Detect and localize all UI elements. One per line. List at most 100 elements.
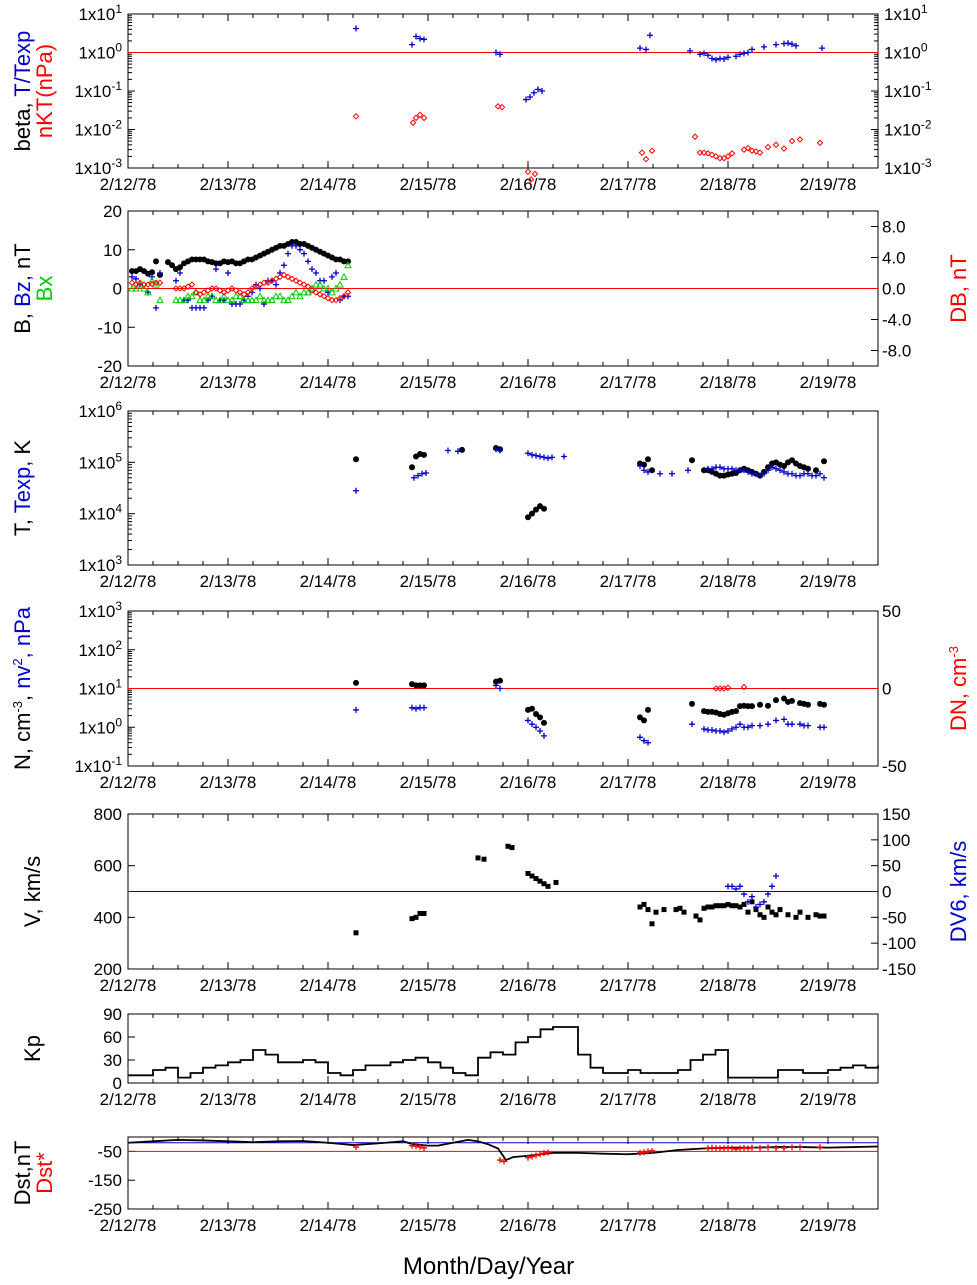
data-point [701, 726, 707, 733]
data-point [761, 898, 767, 905]
data-point [153, 304, 159, 311]
x-tick-label: 2/12/78 [100, 572, 157, 591]
x-tick-label: 2/19/78 [800, 373, 857, 392]
x-tick-label: 2/17/78 [600, 1090, 657, 1109]
y-tick-label: -250 [88, 1200, 122, 1219]
y-tick-label-right: -4.0 [882, 311, 911, 330]
data-point [641, 461, 647, 468]
x-tick-label: 2/18/78 [700, 175, 757, 194]
data-point [200, 289, 208, 296]
data-point [225, 270, 231, 276]
data-point [741, 891, 747, 898]
data-point [685, 467, 691, 474]
data-point [704, 150, 712, 157]
data-point [281, 262, 287, 269]
x-tick-label: 2/14/78 [300, 1090, 357, 1109]
panel-b: 2/12/78 2/13/78 2/14/78 2/15/78 2/16/78 2/17/… [10, 202, 971, 392]
data-point [813, 912, 819, 918]
data-point [411, 474, 417, 481]
data-point [324, 284, 332, 292]
data-point [796, 136, 804, 143]
data-point [493, 446, 499, 453]
data-point [153, 258, 159, 265]
x-tick-label: 2/19/78 [800, 773, 857, 792]
data-point [309, 266, 315, 273]
data-point [700, 149, 708, 156]
data-point [256, 292, 264, 300]
data-point [805, 722, 811, 729]
y-tick-label: 1x104 [78, 502, 122, 524]
data-point [642, 155, 650, 163]
data-point [320, 284, 328, 292]
data-point [545, 883, 551, 889]
data-point [412, 114, 420, 122]
y-tick-label-right: 50 [882, 857, 901, 876]
data-point [757, 722, 763, 729]
data-point [312, 289, 320, 296]
data-point [789, 721, 795, 728]
y-tick-label: 1x10-2 [74, 118, 122, 140]
data-point [545, 1149, 551, 1156]
x-tick-label: 2/12/78 [100, 1090, 157, 1109]
data-point [308, 284, 316, 292]
data-point [527, 93, 533, 100]
data-point [525, 514, 531, 521]
data-point [332, 284, 340, 292]
data-point [529, 451, 535, 458]
data-point [817, 470, 823, 477]
y-axis-label-secondary: Dst* [32, 1152, 57, 1194]
data-point [749, 899, 755, 905]
data-point [765, 891, 771, 898]
data-point [797, 909, 803, 915]
y-tick-label-right: 8.0 [882, 218, 906, 237]
data-point [475, 855, 481, 861]
data-point [353, 1144, 359, 1151]
data-point [756, 149, 764, 156]
data-point [533, 452, 539, 459]
y-tick-label-right: 1x100 [884, 41, 928, 63]
data-point [169, 262, 175, 269]
y-tick-label-right: 1x10-1 [884, 79, 932, 101]
data-point [729, 465, 735, 472]
data-point [257, 285, 263, 292]
data-point [285, 250, 291, 257]
data-point [638, 149, 646, 156]
data-point [533, 876, 539, 882]
data-point [177, 264, 183, 271]
x-tick-label: 2/19/78 [800, 1216, 857, 1235]
data-point [765, 721, 771, 728]
data-point [409, 119, 417, 127]
series-n-1 [353, 682, 827, 746]
data-point [421, 451, 427, 458]
data-point [805, 465, 811, 472]
data-point [300, 288, 308, 296]
data-point [793, 42, 799, 49]
panel-dst: 2/12/78 2/13/78 2/14/78 2/15/78 2/16/78 2/17/… [10, 1136, 879, 1235]
data-point [288, 292, 296, 300]
data-point [129, 273, 135, 280]
data-point [300, 281, 308, 288]
data-point [529, 705, 535, 712]
y-tick-label: 1x101 [78, 2, 122, 24]
data-point [413, 705, 419, 712]
data-point [252, 283, 260, 290]
data-point [132, 284, 140, 292]
x-tick-label: 2/12/78 [100, 773, 157, 792]
data-point [541, 732, 547, 739]
data-point [353, 456, 359, 463]
series-beta-0 [353, 25, 825, 103]
y-tick-label-right: 1x101 [884, 2, 928, 24]
data-point [821, 701, 827, 708]
data-point [653, 909, 659, 915]
data-point [753, 470, 759, 477]
x-tick-label: 2/18/78 [700, 572, 757, 591]
series-n-2 [712, 683, 748, 692]
data-point [524, 168, 532, 176]
y-tick-label-right: -8.0 [882, 342, 911, 361]
data-point [237, 301, 243, 307]
data-point [773, 697, 779, 704]
data-point [184, 283, 192, 290]
data-point [493, 49, 499, 56]
data-point [140, 284, 148, 292]
data-point [531, 170, 539, 178]
